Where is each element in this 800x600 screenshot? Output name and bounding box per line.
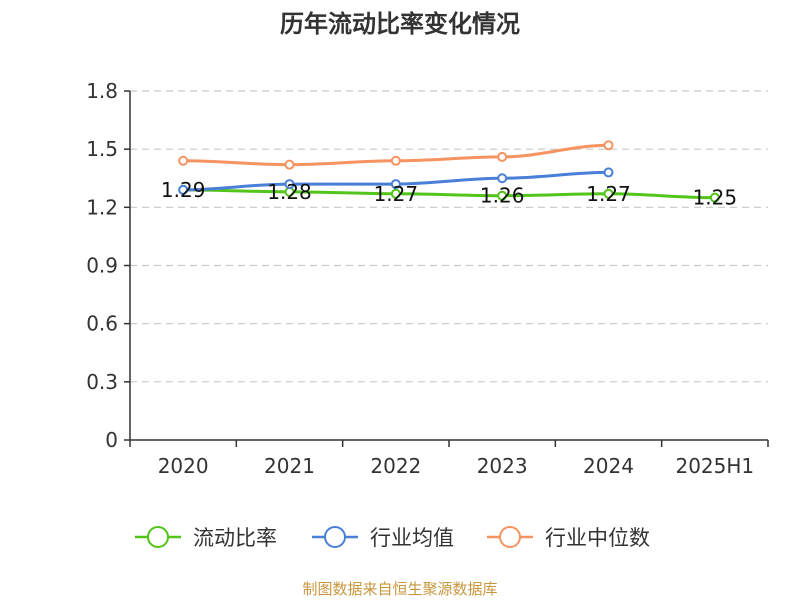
y-tick-label: 0.9: [86, 254, 118, 278]
legend-label: 行业均值: [370, 526, 454, 550]
series-0: [178, 184, 720, 203]
data-point[interactable]: [603, 167, 614, 178]
data-point[interactable]: [709, 192, 720, 203]
data-label: 1.29: [161, 178, 206, 202]
y-tick-label: 0.6: [86, 312, 118, 336]
y-tick-label: 1.5: [86, 137, 118, 161]
legend-item-0[interactable]: 流动比率: [135, 526, 277, 550]
grid-lines: [130, 90, 768, 383]
legend-item-2[interactable]: 行业中位数: [487, 526, 650, 550]
x-tick-label: 2025H1: [675, 454, 754, 478]
series-2: [178, 140, 614, 170]
data-label: 1.27: [374, 182, 419, 206]
legend-label: 行业中位数: [545, 526, 650, 550]
legend-label: 流动比率: [193, 526, 277, 550]
x-tick-label: 2020: [158, 454, 209, 478]
x-tick-label: 2022: [370, 454, 421, 478]
data-point[interactable]: [497, 190, 508, 201]
x-tick-label: 2021: [264, 454, 315, 478]
series-1: [178, 167, 614, 195]
y-tick-label: 1.2: [86, 195, 118, 219]
legend-item-1[interactable]: 行业均值: [312, 526, 454, 550]
data-label: 1.28: [267, 180, 312, 204]
y-tick-label: 0: [105, 428, 118, 452]
y-tick-label: 0.3: [86, 370, 118, 394]
data-point[interactable]: [497, 151, 508, 162]
data-point[interactable]: [603, 188, 614, 199]
data-labels: 1.29 1.28 1.27 1.26 1.27 1.25: [161, 178, 737, 210]
data-label: 1.25: [693, 186, 738, 210]
data-point[interactable]: [390, 155, 401, 166]
data-point[interactable]: [178, 155, 189, 166]
data-label: 1.26: [480, 184, 525, 208]
data-point[interactable]: [603, 140, 614, 151]
data-point[interactable]: [390, 188, 401, 199]
data-point[interactable]: [497, 173, 508, 184]
series: [178, 140, 720, 203]
data-label: 1.27: [586, 182, 631, 206]
data-point[interactable]: [390, 179, 401, 190]
legend-marker: [324, 526, 346, 548]
data-point[interactable]: [284, 179, 295, 190]
y-tick-label: 1.8: [86, 79, 118, 103]
x-tick-label: 2024: [583, 454, 634, 478]
data-point[interactable]: [284, 159, 295, 170]
x-tick-label: 2023: [477, 454, 528, 478]
data-point[interactable]: [178, 184, 189, 195]
series-line: [183, 188, 715, 200]
chart-title: 历年流动比率变化情况: [280, 10, 520, 38]
legend[interactable]: 流动比率 行业均值 行业中位数: [135, 526, 650, 550]
legend-marker: [147, 526, 169, 548]
legend-marker: [499, 526, 521, 548]
source-note: 制图数据来自恒生聚源数据库: [302, 580, 497, 598]
axes: 0 0.3 0.6 0.9 1.2 1.5 1.8 2020 2021 2022 2023 2024 2…: [86, 79, 769, 478]
